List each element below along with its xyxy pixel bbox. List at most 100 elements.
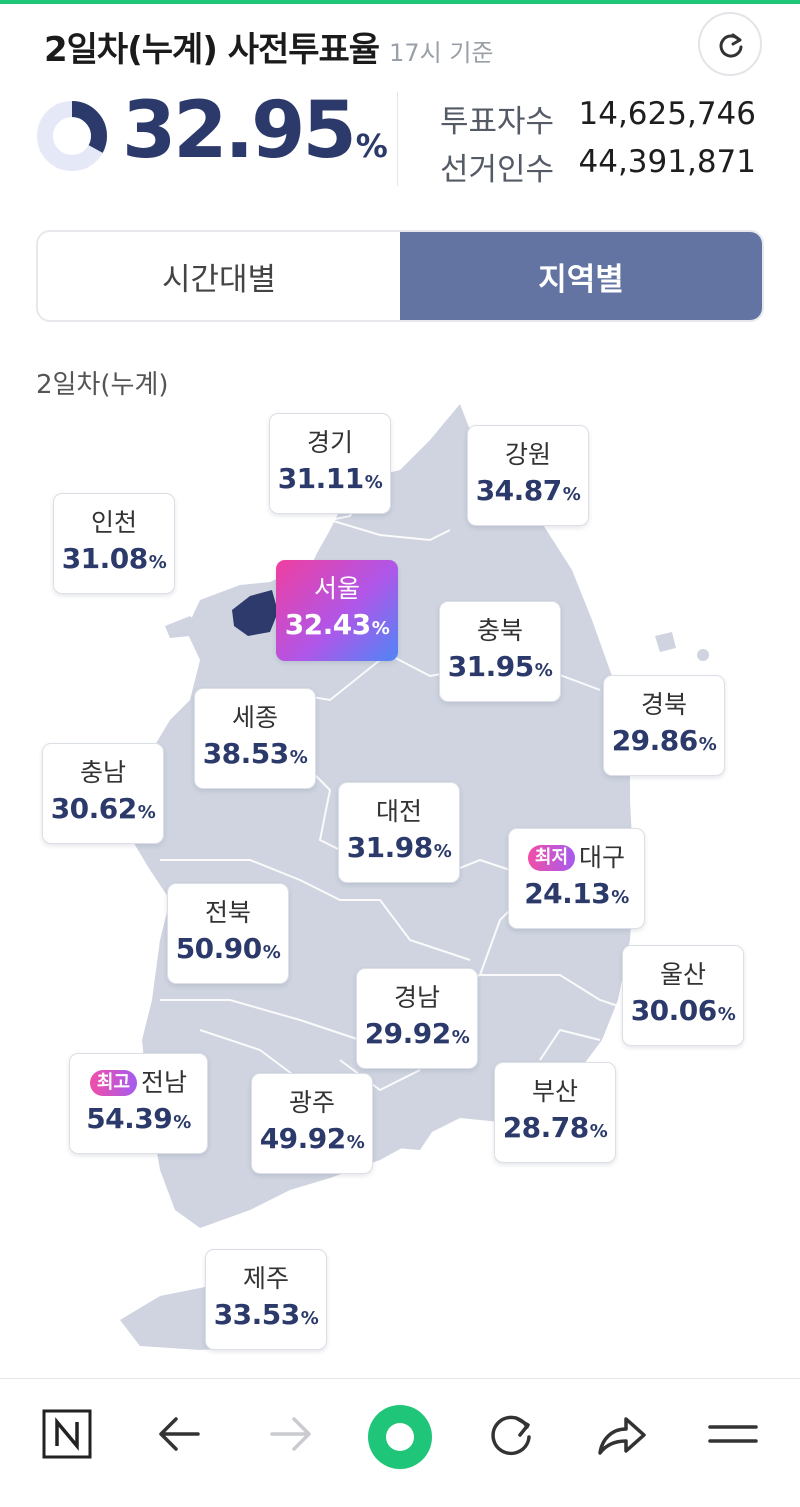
island-shape — [208, 598, 226, 612]
region-name: 서울 — [313, 574, 360, 603]
region-card-daejeon[interactable]: 대전 31.98% — [338, 782, 460, 883]
region-name: 경기 — [306, 428, 353, 457]
region-name: 세종 — [231, 703, 278, 732]
turnout-donut-icon — [37, 101, 107, 171]
region-card-busan[interactable]: 부산 28.78% — [494, 1062, 616, 1163]
region-card-jeju[interactable]: 제주 33.53% — [205, 1249, 327, 1350]
region-unit: % — [262, 942, 281, 963]
island-shape — [165, 616, 200, 638]
region-card-incheon[interactable]: 인천 31.08% — [53, 493, 175, 594]
region-unit: % — [611, 887, 629, 908]
region-value: 50.90 — [175, 932, 263, 965]
time-label: 17시 기준 — [389, 39, 494, 67]
summary-divider — [397, 92, 398, 186]
turnout-rate-unit: % — [355, 127, 388, 165]
region-unit: % — [173, 1112, 191, 1133]
page-title: 2일차(누계) 사전투표율 17시 기준 — [44, 22, 494, 71]
region-name: 경북 — [640, 690, 687, 719]
region-value: 38.53 — [202, 737, 290, 770]
region-value: 28.78 — [502, 1111, 590, 1144]
island-shape — [697, 649, 709, 661]
refresh-button[interactable] — [698, 12, 762, 76]
region-name: 충남 — [79, 758, 126, 787]
electors-label: 선거인수 — [440, 152, 555, 188]
share-icon[interactable] — [596, 1409, 648, 1459]
region-card-gyeonggi[interactable]: 경기 31.11% — [269, 413, 391, 514]
region-unit: % — [346, 1132, 365, 1153]
region-card-seoul[interactable]: 서울 32.43% — [276, 560, 398, 661]
region-card-ulsan[interactable]: 울산 30.06% — [622, 945, 744, 1046]
region-value: 34.87 — [475, 474, 563, 507]
region-card-gyeongnam[interactable]: 경남 29.92% — [356, 968, 478, 1069]
view-tabs: 시간대별 지역별 — [36, 230, 764, 322]
region-value: 31.95 — [447, 650, 535, 683]
electors-value: 44,391,871 — [578, 144, 757, 180]
turnout-rate: 32.95% — [122, 86, 388, 176]
green-dot-icon[interactable] — [366, 1403, 434, 1471]
region-card-chungnam[interactable]: 충남 30.62% — [42, 743, 164, 844]
region-card-gwangju[interactable]: 광주 49.92% — [251, 1073, 373, 1174]
island-shape — [655, 632, 676, 652]
region-value: 33.53 — [213, 1298, 301, 1331]
naver-n-icon[interactable] — [42, 1409, 92, 1459]
region-unit: % — [562, 484, 581, 505]
region-name: 전남 — [141, 1068, 188, 1097]
region-unit: % — [371, 618, 390, 639]
region-name: 울산 — [659, 960, 706, 989]
browser-bottom-bar — [0, 1378, 800, 1507]
region-value: 30.62 — [50, 792, 138, 825]
voters-label: 투표자수 — [440, 104, 555, 140]
region-card-daegu[interactable]: 최저 대구 24.13% — [508, 828, 645, 929]
title-text: 2일차(누계) 사전투표율 — [44, 30, 380, 70]
refresh-icon — [719, 33, 743, 58]
forward-arrow-icon[interactable] — [266, 1409, 316, 1459]
region-unit: % — [534, 660, 553, 681]
region-name: 대구 — [579, 843, 626, 872]
region-value: 29.92 — [364, 1017, 452, 1050]
region-value: 29.86 — [611, 724, 699, 757]
region-name: 인천 — [90, 508, 137, 537]
region-name: 전북 — [204, 898, 251, 927]
region-value: 31.11 — [277, 462, 365, 495]
region-value: 54.39 — [86, 1102, 173, 1135]
region-value: 24.13 — [524, 877, 611, 910]
region-name: 광주 — [288, 1088, 335, 1117]
voters-value: 14,625,746 — [578, 96, 757, 132]
turnout-rate-value: 32.95 — [122, 86, 357, 176]
region-unit: % — [451, 1027, 470, 1048]
region-name: 대전 — [375, 797, 422, 826]
region-unit: % — [289, 747, 308, 768]
region-value: 31.98 — [346, 831, 434, 864]
region-unit: % — [137, 802, 156, 823]
region-card-sejong[interactable]: 세종 38.53% — [194, 688, 316, 789]
region-name: 경남 — [393, 983, 440, 1012]
region-unit: % — [698, 734, 717, 755]
region-unit: % — [148, 552, 167, 573]
reload-icon[interactable] — [486, 1409, 536, 1459]
region-name: 강원 — [504, 440, 551, 469]
region-unit: % — [433, 841, 452, 862]
browser-top-accent — [0, 0, 800, 4]
region-card-jeonnam[interactable]: 최고 전남 54.39% — [69, 1053, 208, 1154]
region-name: 제주 — [242, 1264, 289, 1293]
region-value: 32.43 — [284, 608, 372, 641]
region-name: 충북 — [476, 616, 523, 645]
region-card-gyeongbuk[interactable]: 경북 29.86% — [603, 675, 725, 776]
back-arrow-icon[interactable] — [154, 1409, 204, 1459]
lowest-badge: 최저 — [527, 845, 576, 871]
menu-icon[interactable] — [708, 1409, 758, 1459]
region-card-gangwon[interactable]: 강원 34.87% — [467, 425, 589, 526]
tab-by-region[interactable]: 지역별 — [400, 232, 762, 320]
tab-by-time[interactable]: 시간대별 — [161, 261, 277, 298]
region-card-jeonbuk[interactable]: 전북 50.90% — [167, 883, 289, 984]
island-shape — [215, 1094, 240, 1118]
region-card-chungbuk[interactable]: 충북 31.95% — [439, 601, 561, 702]
region-unit: % — [364, 472, 383, 493]
region-value: 31.08 — [61, 542, 149, 575]
region-value: 49.92 — [259, 1122, 347, 1155]
highest-badge: 최고 — [89, 1070, 138, 1096]
island-shape — [390, 1112, 432, 1150]
map-section-label: 2일차(누계) — [36, 370, 169, 400]
region-value: 30.06 — [630, 994, 718, 1027]
seoul-region-shape — [232, 590, 278, 636]
